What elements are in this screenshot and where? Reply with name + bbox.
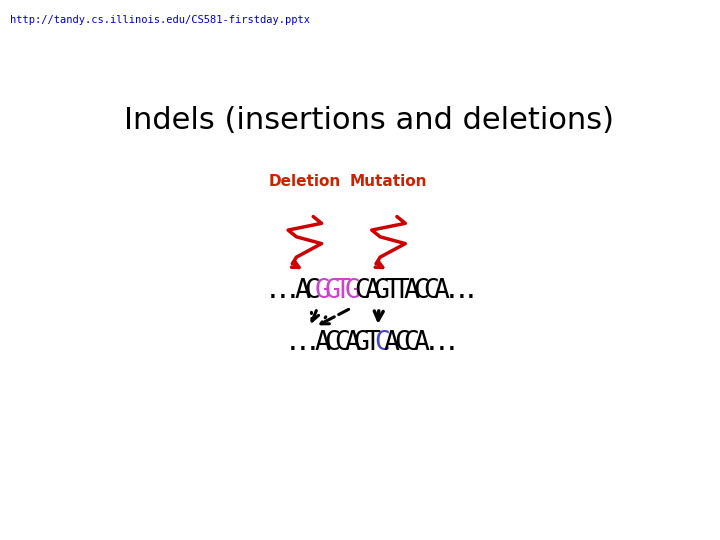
Text: C: C [324, 330, 341, 356]
Text: A: A [315, 330, 330, 356]
Text: C: C [404, 330, 420, 356]
Text: C: C [305, 279, 320, 305]
Text: Indels (insertions and deletions): Indels (insertions and deletions) [124, 106, 614, 136]
Text: T: T [384, 279, 400, 305]
Text: A: A [344, 330, 360, 356]
Text: C: C [394, 330, 410, 356]
Text: .: . [305, 330, 320, 356]
Text: A: A [404, 279, 420, 305]
Text: .: . [463, 279, 479, 305]
Text: G: G [324, 279, 341, 305]
Text: .: . [423, 330, 439, 356]
Text: C: C [423, 279, 439, 305]
Text: T: T [394, 279, 410, 305]
Text: .: . [265, 279, 281, 305]
Text: .: . [444, 279, 459, 305]
Text: .: . [294, 330, 310, 356]
Text: .: . [444, 330, 459, 356]
Text: G: G [374, 279, 390, 305]
Text: A: A [414, 330, 430, 356]
Text: C: C [374, 330, 390, 356]
Text: T: T [364, 330, 380, 356]
Text: G: G [354, 330, 370, 356]
Text: Mutation: Mutation [350, 174, 427, 188]
Text: A: A [433, 279, 449, 305]
Text: C: C [414, 279, 430, 305]
Text: T: T [334, 279, 350, 305]
Text: G: G [315, 279, 330, 305]
Text: A: A [384, 330, 400, 356]
Text: .: . [284, 330, 300, 356]
Text: Deletion: Deletion [269, 174, 341, 188]
Text: .: . [284, 279, 300, 305]
Text: C: C [334, 330, 350, 356]
Text: C: C [354, 279, 370, 305]
Text: .: . [454, 279, 469, 305]
Text: http://tandy.cs.illinois.edu/CS581-firstday.pptx: http://tandy.cs.illinois.edu/CS581-first… [10, 15, 310, 25]
Text: .: . [433, 330, 449, 356]
Text: A: A [364, 279, 380, 305]
Text: .: . [275, 279, 291, 305]
Text: G: G [344, 279, 360, 305]
Text: A: A [294, 279, 310, 305]
